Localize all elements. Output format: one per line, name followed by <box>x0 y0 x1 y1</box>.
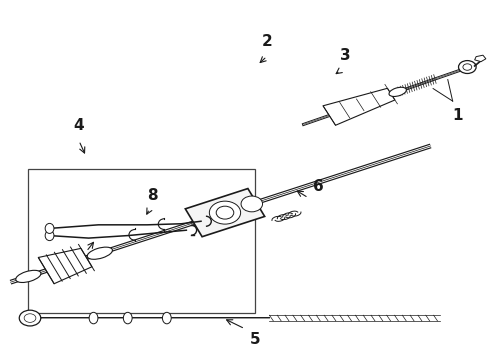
Ellipse shape <box>45 230 54 240</box>
Polygon shape <box>323 88 395 125</box>
Polygon shape <box>475 55 486 62</box>
Ellipse shape <box>87 247 112 259</box>
Ellipse shape <box>162 312 171 324</box>
Circle shape <box>463 64 472 70</box>
Circle shape <box>209 201 241 224</box>
Ellipse shape <box>123 312 132 324</box>
Text: 5: 5 <box>250 332 261 347</box>
Text: 8: 8 <box>147 188 157 203</box>
Ellipse shape <box>45 224 54 233</box>
Circle shape <box>19 310 41 326</box>
Circle shape <box>216 206 234 219</box>
Circle shape <box>459 60 476 73</box>
Text: 1: 1 <box>452 108 463 123</box>
Ellipse shape <box>16 270 41 283</box>
Ellipse shape <box>389 87 406 96</box>
Text: 3: 3 <box>340 49 350 63</box>
Text: 2: 2 <box>262 34 272 49</box>
Polygon shape <box>185 189 265 237</box>
Text: 4: 4 <box>74 118 84 134</box>
Text: 7: 7 <box>71 255 81 270</box>
Text: 6: 6 <box>314 179 324 194</box>
Circle shape <box>24 314 36 322</box>
Polygon shape <box>38 248 92 284</box>
Ellipse shape <box>89 312 98 324</box>
Circle shape <box>241 196 263 212</box>
